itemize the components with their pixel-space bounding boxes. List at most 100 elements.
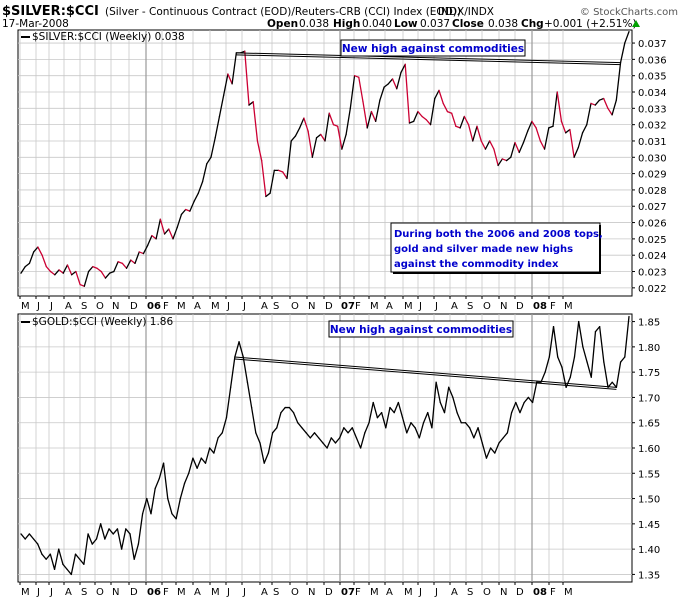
bot-series-segment — [481, 442, 488, 459]
bot-series-segment — [527, 396, 534, 404]
bot-series-segment — [238, 341, 244, 358]
top-ytick-label: 0.028 — [638, 186, 667, 197]
top-series-segment — [299, 117, 305, 129]
top-series-segment — [248, 101, 254, 106]
bot-series-segment — [53, 548, 60, 571]
top-xtick-label: F — [355, 301, 361, 312]
top-series-segment — [277, 169, 284, 173]
gold-horizontal-grid — [18, 321, 632, 575]
bot-series-segment — [506, 411, 513, 434]
top-series-segment — [294, 127, 301, 137]
bot-xtick-label: 08 — [533, 587, 547, 598]
bot-series-segment — [611, 381, 618, 388]
low-value: 0.037 — [420, 18, 450, 30]
watermark: © StockCharts.com — [580, 7, 678, 18]
bot-series-segment — [271, 427, 278, 434]
top-series-segment — [391, 78, 398, 90]
bot-xtick-label: J — [242, 587, 246, 598]
bot-xtick-label: A — [194, 587, 201, 598]
gold-x-axis: M J J A S O N D 06 F M A M J J A S O N D 07 F M A M J J A S O N D 08 F M — [19, 582, 573, 598]
bot-series-segment — [318, 437, 324, 444]
bot-series-segment — [582, 346, 588, 363]
bot-series-segment — [523, 396, 530, 404]
top-xtick-label: J — [434, 301, 438, 312]
bot-xtick-label: J — [36, 587, 40, 598]
top-series-segment — [33, 246, 39, 253]
bot-xtick-label: A — [261, 587, 268, 598]
bot-series-segment — [406, 422, 412, 434]
bot-series-segment — [431, 381, 437, 429]
top-xtick-label: 08 — [533, 301, 547, 312]
top-xtick-label: F — [550, 301, 556, 312]
top-series-segment — [20, 265, 26, 274]
top-ytick-label: 0.032 — [638, 121, 667, 132]
top-xtick-label: J — [226, 301, 230, 312]
bot-series-segment — [213, 437, 219, 454]
chart-symbol: $SILVER:$CCI — [2, 4, 99, 19]
top-series-segment — [307, 130, 313, 158]
top-series-segment — [62, 264, 69, 274]
bot-series-segment — [473, 427, 479, 439]
top-series-segment — [560, 120, 567, 134]
gold-legend-label: $GOLD:$CCI (Weekly) 1.86 — [32, 316, 173, 328]
top-series-segment — [87, 265, 94, 273]
bot-series-segment — [125, 528, 131, 535]
top-ytick-label: 0.024 — [638, 251, 667, 262]
top-series-segment — [328, 112, 335, 126]
bot-series-segment — [133, 543, 140, 560]
silver-x-axis: M J J A S O N D 06 F M A M J J A S O N D 07 F M A M J J A S O N D 08 F M — [19, 296, 573, 312]
bot-series-segment — [183, 472, 190, 485]
top-series-segment — [543, 127, 550, 150]
top-series-segment — [168, 228, 174, 240]
top-series-segment — [396, 71, 402, 90]
bot-xtick-label: J — [434, 587, 438, 598]
top-series-segment — [429, 97, 436, 126]
bot-series-segment — [280, 406, 286, 414]
top-series-segment — [214, 115, 221, 139]
bot-series-segment — [389, 406, 395, 414]
bot-series-segment — [276, 411, 282, 429]
bot-series-segment — [150, 487, 156, 515]
top-series-segment — [24, 262, 31, 268]
top-series-segment — [603, 97, 609, 109]
top-series-segment — [180, 208, 187, 216]
bot-series-segment — [347, 427, 353, 434]
top-series-segment — [552, 91, 558, 127]
bot-xtick-label: M — [211, 587, 220, 598]
top-series-segment — [480, 140, 487, 150]
top-series-segment — [172, 226, 178, 240]
silver-legend-label: $SILVER:$CCI (Weekly) 0.038 — [32, 31, 185, 43]
top-series-segment — [54, 269, 60, 276]
top-ytick-label: 0.025 — [638, 235, 667, 246]
top-series-segment — [303, 117, 309, 132]
bot-series-segment — [234, 341, 240, 358]
bot-series-segment — [100, 523, 106, 540]
bot-series-segment — [594, 325, 601, 333]
bot-series-segment — [578, 320, 584, 348]
top-series-segment — [45, 265, 52, 273]
bot-series-segment — [288, 406, 295, 414]
top-series-segment — [75, 270, 81, 286]
bot-xtick-label: 07 — [341, 587, 355, 598]
bot-xtick-label: A — [65, 587, 72, 598]
bot-series-segment — [221, 417, 228, 434]
top-series-segment — [421, 115, 427, 121]
top-series-segment — [484, 140, 491, 150]
bot-series-segment — [259, 442, 265, 464]
top-series-segment — [49, 270, 56, 276]
low-label: Low — [394, 18, 418, 30]
top-series-segment — [379, 86, 385, 101]
bot-ytick-label: 1.50 — [638, 495, 660, 506]
top-series-segment — [269, 169, 275, 194]
top-xtick-label: A — [194, 301, 201, 312]
top-series-segment — [548, 125, 554, 129]
bot-series-segment — [83, 533, 89, 565]
bot-series-segment — [410, 422, 416, 429]
bot-series-segment — [494, 442, 500, 454]
top-series-segment — [83, 270, 90, 287]
bot-series-segment — [489, 447, 496, 454]
top-xtick-label: A — [386, 301, 393, 312]
top-series-segment — [58, 269, 64, 274]
bot-series-segment — [590, 331, 597, 378]
top-series-segment — [489, 140, 495, 150]
